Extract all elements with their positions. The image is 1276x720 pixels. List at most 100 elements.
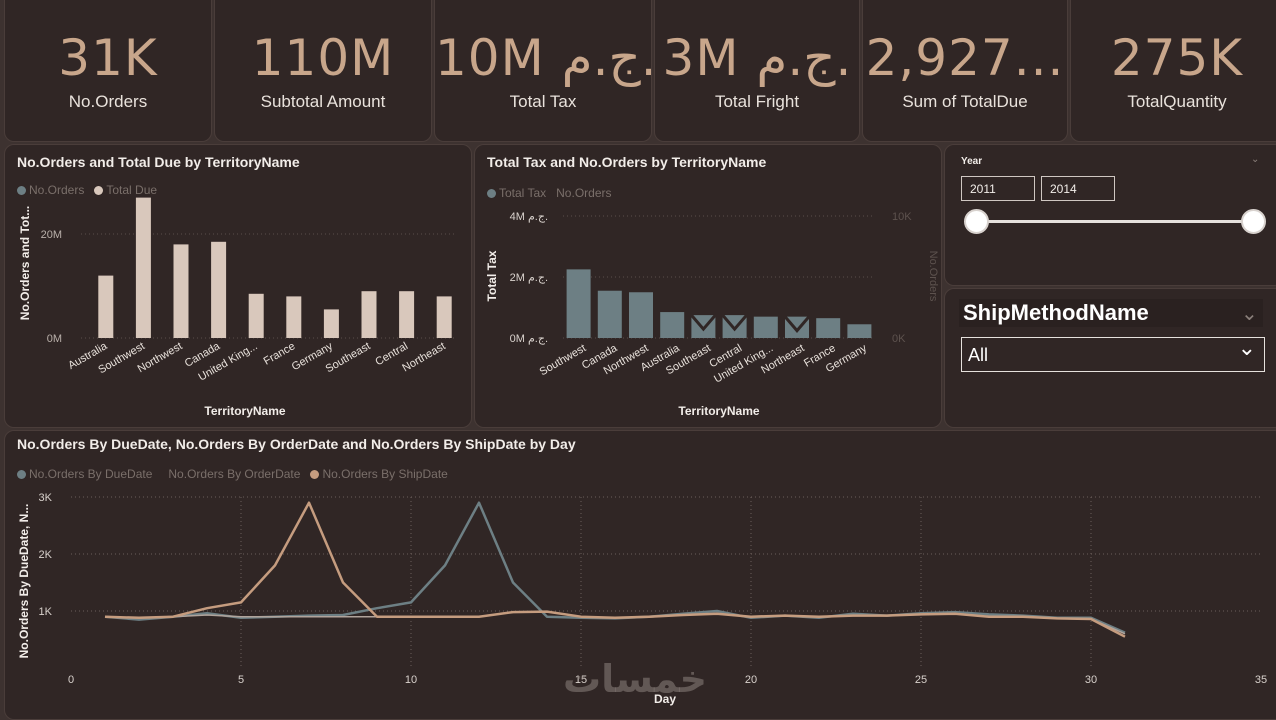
year-slicer-header-bar xyxy=(959,155,1263,168)
bar-total-due xyxy=(173,244,189,338)
x-tick-label: 10 xyxy=(405,674,417,686)
kpi-value: 10M ج.م. xyxy=(435,29,651,87)
x-tick-label: 35 xyxy=(1255,674,1267,686)
bar-total-tax xyxy=(597,290,622,338)
legend-item[interactable]: No.Orders By DueDate xyxy=(17,467,152,481)
x-tick-label: 30 xyxy=(1085,674,1097,686)
bar-total-due xyxy=(135,197,151,338)
y-tick-label: 2M ج.م. xyxy=(510,272,548,284)
dropdown-value: All xyxy=(968,345,989,365)
chart-legend: No.Orders By DueDate No.Orders By OrderD… xyxy=(17,467,448,481)
chart-legend: Total Tax No.Orders xyxy=(487,186,612,200)
bar-total-due xyxy=(98,275,114,338)
chart-plot: 20M0MAustraliaSouthwestNorthwestCanadaUn… xyxy=(18,197,457,418)
ship-slicer-header-bar xyxy=(959,299,1263,327)
kpi-value: 275K xyxy=(1110,29,1244,87)
legend-item[interactable]: No.Orders By ShipDate xyxy=(310,467,448,481)
kpi-value: 3M ج.م. xyxy=(662,29,852,87)
x-tick-label: 0 xyxy=(68,674,74,686)
slider-handle-end[interactable] xyxy=(1241,209,1266,234)
legend-item[interactable]: Total Due xyxy=(94,183,157,197)
bar-total-due xyxy=(436,296,452,338)
chart-legend: No.Orders Total Due xyxy=(17,183,157,197)
year-start-input[interactable]: 2011 xyxy=(961,176,1035,201)
y-tick-label: 20M xyxy=(41,229,62,241)
legend-item[interactable]: No.Orders xyxy=(17,183,84,197)
legend-label: No.Orders By ShipDate xyxy=(322,467,448,481)
year-slicer-title: Year xyxy=(961,156,983,167)
x-axis-title: TerritoryName xyxy=(678,404,759,418)
y-axis-title: No.Orders and Tot... xyxy=(18,206,32,320)
chart-plot: 3K 2K 1K 0 5 10 15 20 25 30 35 Day No.Orders By DueD… xyxy=(17,492,1267,706)
kpi-value: 31K xyxy=(58,29,158,87)
y-tick-label: 2K xyxy=(39,549,53,561)
legend-label: No.Orders xyxy=(556,186,612,200)
chart-orders-by-day[interactable]: No.Orders By DueDate, No.Orders By Order… xyxy=(4,430,1276,720)
legend-label: Total Due xyxy=(106,183,158,197)
year-slicer[interactable]: Year ⌄ 2011 2014 xyxy=(944,144,1276,286)
kpi-label: No.Orders xyxy=(68,92,148,111)
y-tick-label: 4M ج.م. xyxy=(510,211,548,223)
y-tick-label: 3K xyxy=(39,492,53,504)
kpi-label: Subtotal Amount xyxy=(260,92,386,111)
kpi-card-subtotal[interactable]: 110M Subtotal Amount xyxy=(214,0,432,142)
bar-total-due xyxy=(361,291,377,338)
watermark-logo: خمسات xyxy=(563,657,707,701)
chevron-down-icon[interactable]: ⌄ xyxy=(1241,301,1258,325)
bar-total-tax xyxy=(753,316,778,338)
legend-label: No.Orders By DueDate xyxy=(29,467,153,481)
kpi-card-total-tax[interactable]: 10M ج.م. Total Tax xyxy=(434,0,652,142)
slider-track[interactable] xyxy=(977,220,1255,223)
bar-total-due xyxy=(211,241,227,338)
y-right-tick-label: 10K xyxy=(892,211,912,223)
series-line xyxy=(104,501,1126,634)
y-tick-label: 0M xyxy=(47,333,62,345)
y-tick-label: 0M ج.م. xyxy=(510,333,548,345)
bar-total-due xyxy=(286,296,302,338)
y-axis-title: Total Tax xyxy=(485,250,499,301)
orders-marker xyxy=(690,314,717,332)
ship-method-dropdown[interactable]: All ⌄ xyxy=(961,336,1265,372)
legend-item[interactable]: Total Tax xyxy=(487,186,546,200)
kpi-label: TotalQuantity xyxy=(1127,92,1227,111)
kpi-card-total-fright[interactable]: 3M ج.م. Total Fright xyxy=(654,0,860,142)
chart-plot: 4M ج.م.2M ج.م.0M ج.م.10K0KSouthwestCanad… xyxy=(485,211,939,418)
chevron-down-icon[interactable]: ⌄ xyxy=(1251,154,1260,165)
orders-marker xyxy=(783,315,811,333)
legend-label: No.Orders By OrderDate xyxy=(168,467,301,481)
bar-total-tax xyxy=(566,269,591,338)
bar-total-due xyxy=(248,293,264,338)
kpi-label: Sum of TotalDue xyxy=(902,92,1028,111)
bar-total-tax xyxy=(847,324,872,338)
kpi-label: Total Fright xyxy=(714,92,800,111)
y-right-axis-title: No.Orders xyxy=(927,251,939,302)
chart-title: No.Orders and Total Due by TerritoryName xyxy=(17,154,300,170)
x-tick-label: 20 xyxy=(745,674,757,686)
bar-total-due xyxy=(323,309,339,338)
chart-title: Total Tax and No.Orders by TerritoryName xyxy=(487,154,767,170)
kpi-label: Total Tax xyxy=(509,92,577,111)
bar-total-due xyxy=(399,291,415,338)
y-tick-label: 1K xyxy=(39,606,53,618)
bar-total-tax xyxy=(629,292,653,338)
chart-tax-orders[interactable]: Total Tax and No.Orders by TerritoryName… xyxy=(474,144,942,428)
kpi-card-total-due[interactable]: 2,927... Sum of TotalDue xyxy=(862,0,1068,142)
legend-label: Total Tax xyxy=(499,186,547,200)
x-tick-label: 25 xyxy=(915,674,927,686)
year-end-input[interactable]: 2014 xyxy=(1041,176,1115,201)
ship-method-slicer[interactable]: ShipMethodName ⌄ All ⌄ xyxy=(944,288,1276,428)
y-axis-title: No.Orders By DueDate, N... xyxy=(17,504,31,659)
kpi-card-total-quantity[interactable]: 275K TotalQuantity xyxy=(1070,0,1276,142)
orders-marker xyxy=(721,314,748,332)
x-tick-label: 15 xyxy=(575,674,587,686)
kpi-value: 110M xyxy=(251,29,395,87)
ship-slicer-title: ShipMethodName xyxy=(963,300,1149,325)
kpi-value: 2,927... xyxy=(865,29,1065,87)
chart-title: No.Orders By DueDate, No.Orders By Order… xyxy=(17,436,576,452)
kpi-card-orders[interactable]: 31K No.Orders xyxy=(4,0,212,142)
legend-item[interactable]: No.Orders By OrderDate xyxy=(168,467,300,481)
slider-handle-start[interactable] xyxy=(964,209,989,234)
series-line xyxy=(104,501,1126,638)
legend-item[interactable]: No.Orders xyxy=(556,186,611,200)
chart-orders-totaldue[interactable]: No.Orders and Total Due by TerritoryName… xyxy=(4,144,472,428)
